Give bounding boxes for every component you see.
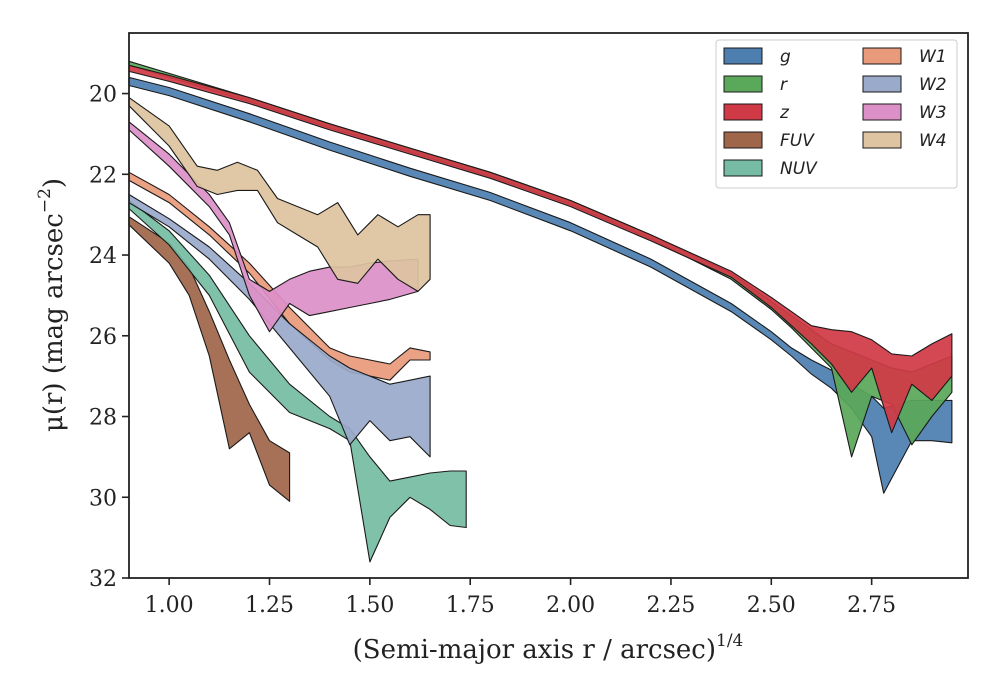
band-nuv <box>128 199 467 563</box>
legend-label-g: g <box>780 47 791 67</box>
x-tick-label: 1.25 <box>245 593 294 618</box>
y-tick-label: 24 <box>89 244 117 269</box>
legend-swatch-z <box>723 103 763 121</box>
y-tick-label: 20 <box>89 83 117 108</box>
legend-label-nuv: NUV <box>780 159 818 179</box>
x-tick-label: 1.75 <box>446 593 495 618</box>
plot-frame <box>128 32 969 579</box>
legend: grz FUV NUV W1 W2 W3 W4 <box>715 39 958 189</box>
legend-swatch-nuv <box>723 159 763 177</box>
y-axis-label: μ(r) (mag arcsec−2) <box>35 178 69 432</box>
band-g <box>128 76 953 494</box>
y-tick-label: 30 <box>89 486 117 511</box>
legend-label-w1: W1 <box>919 47 947 67</box>
y-tick-label: 28 <box>89 406 117 431</box>
x-tick-label: 2.75 <box>847 593 896 618</box>
x-tick-label: 2.00 <box>546 593 595 618</box>
legend-swatch-r <box>723 75 763 93</box>
band-w4 <box>128 97 431 292</box>
legend-swatch-w1 <box>862 47 902 65</box>
legend-swatch-w3 <box>862 103 902 121</box>
x-tick-label: 2.50 <box>747 593 796 618</box>
legend-label-w4: W4 <box>919 131 947 151</box>
y-tick-label: 32 <box>89 567 117 592</box>
band-fuv <box>128 216 291 502</box>
legend-swatch-fuv <box>723 131 763 149</box>
y-axis: 20 22 24 26 28 30 32 <box>89 83 129 592</box>
legend-label-w2: W2 <box>919 75 947 95</box>
x-tick-label: 1.00 <box>145 593 194 618</box>
legend-swatch-w4 <box>862 131 902 149</box>
legend-swatch-w2 <box>862 75 902 93</box>
x-tick-label: 2.25 <box>646 593 695 618</box>
y-tick-label: 22 <box>89 163 117 188</box>
legend-label-fuv: FUV <box>780 131 815 151</box>
band-z <box>128 64 953 434</box>
legend-label-r: r <box>780 75 788 95</box>
legend-label-w3: W3 <box>919 103 947 123</box>
x-axis-label: (Semi-major axis r / arcsec)1/4 <box>353 631 744 665</box>
y-tick-label: 26 <box>89 325 117 350</box>
x-axis: 1.00 1.25 1.50 1.75 2.00 2.25 2.50 2.75 <box>145 578 896 618</box>
legend-label-z: z <box>779 103 790 123</box>
x-tick-label: 1.50 <box>345 593 394 618</box>
legend-swatch-g <box>723 47 763 65</box>
bands-layer <box>128 60 953 563</box>
